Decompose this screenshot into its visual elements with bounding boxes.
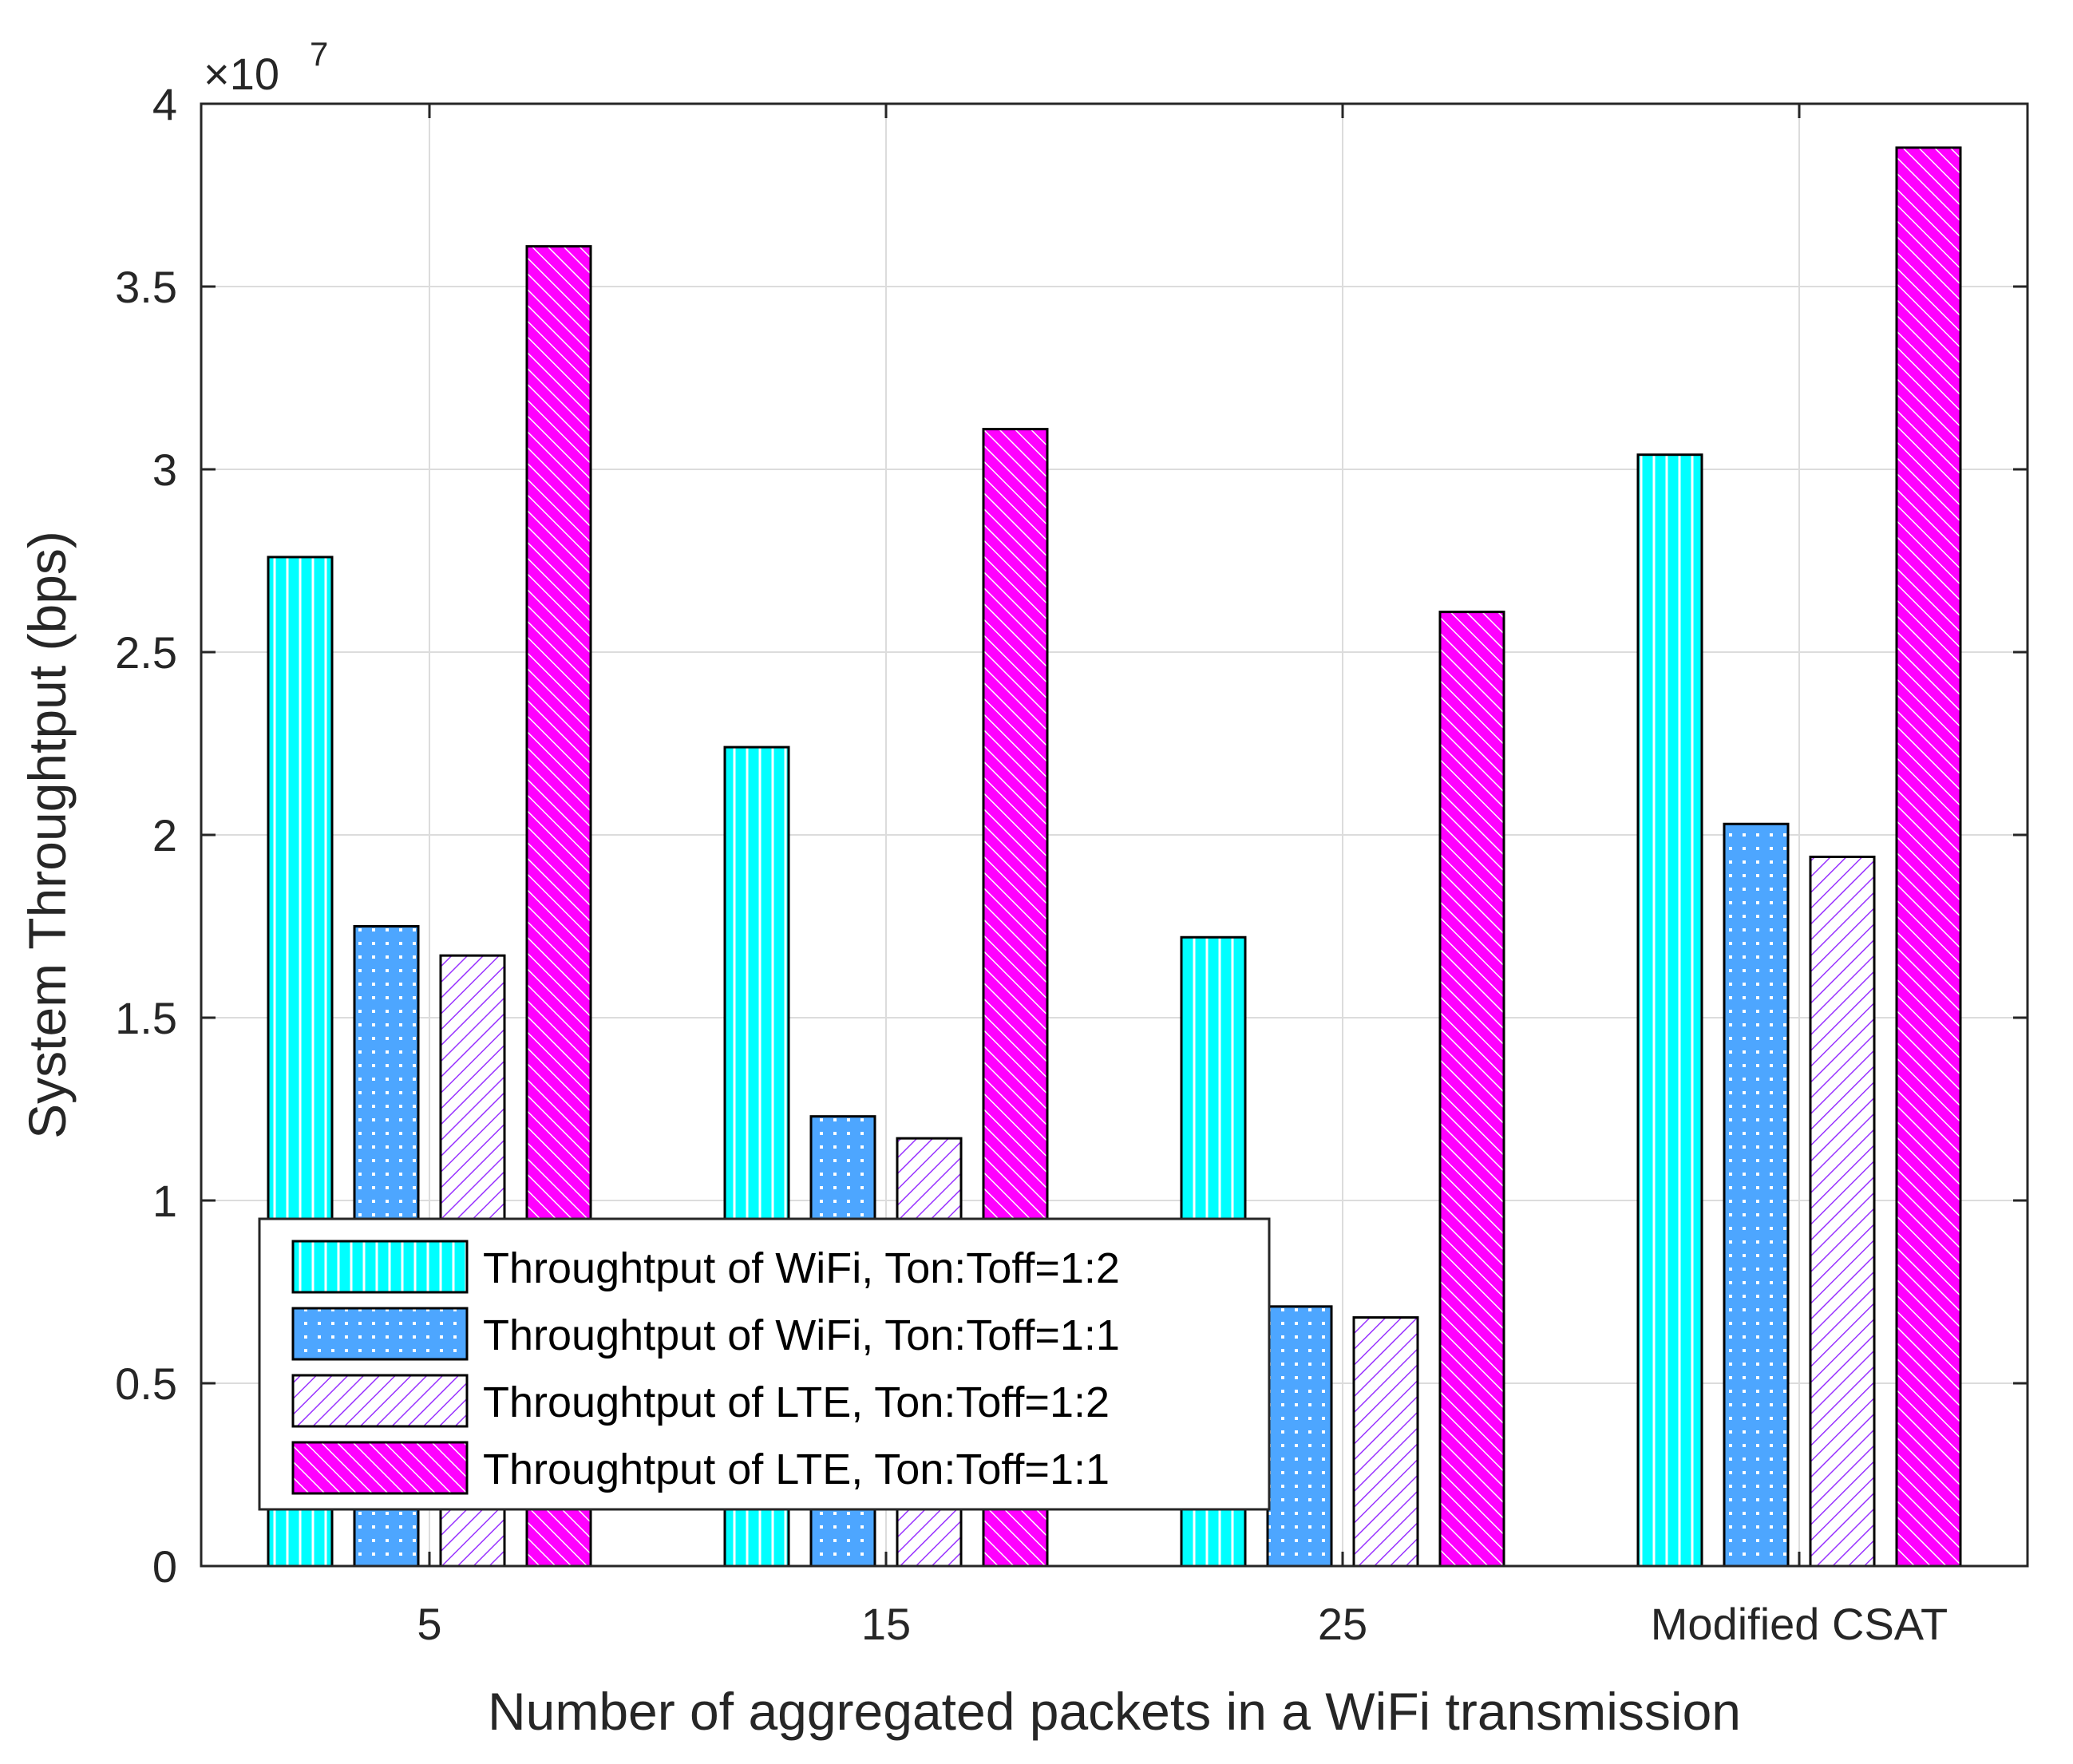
bar-2-3 — [1266, 1305, 1333, 1568]
legend-swatch-3 — [291, 1374, 469, 1428]
y-tick-label: 2 — [152, 810, 177, 860]
legend: Throughtput of WiFi, Ton:Toff=1:2 Through… — [258, 1217, 1271, 1511]
x-tick-label: 5 — [417, 1599, 441, 1649]
legend-swatch-1 — [291, 1240, 469, 1294]
legend-label-3: Throughtput of LTE, Ton:Toff=1:2 — [483, 1378, 1110, 1426]
y-tick-label: 0.5 — [115, 1359, 177, 1409]
bar-4-3 — [1438, 611, 1505, 1568]
bar-3-4 — [1809, 855, 1876, 1568]
y-axis-title: System Throughtput (bps) — [18, 531, 77, 1139]
x-tick-label: 15 — [861, 1599, 911, 1649]
y-tick-label: 2.5 — [115, 627, 177, 678]
y-tick-label: 1.5 — [115, 993, 177, 1043]
bar-2-4 — [1723, 822, 1790, 1568]
x-axis-title: Number of aggregated packets in a WiFi t… — [488, 1682, 1741, 1741]
bar-3-3 — [1352, 1316, 1419, 1568]
legend-label-2: Throughtput of WiFi, Ton:Toff=1:1 — [483, 1311, 1120, 1359]
y-tick-label: 0 — [152, 1541, 177, 1592]
y-tick-label: 1 — [152, 1176, 177, 1226]
y-scale-exponent: 7 — [310, 35, 328, 73]
ticks: 0 0.5 1 1.5 2 2.5 3 3.5 4 5 15 25 Modified CSAT — [115, 79, 2028, 1649]
bar-1-4 — [1636, 453, 1703, 1568]
legend-label-4: Throughtput of LTE, Ton:Toff=1:1 — [483, 1446, 1110, 1493]
y-tick-label: 4 — [152, 79, 177, 129]
x-tick-label: Modified CSAT — [1651, 1599, 1948, 1649]
legend-label-1: Throughtput of WiFi, Ton:Toff=1:2 — [483, 1244, 1120, 1292]
y-tick-label: 3 — [152, 445, 177, 495]
y-scale-factor: ×10 — [204, 49, 279, 99]
legend-swatch-4 — [291, 1441, 469, 1495]
bar-4-4 — [1895, 146, 1962, 1568]
legend-swatch-2 — [291, 1307, 469, 1361]
x-tick-label: 25 — [1318, 1599, 1367, 1649]
y-tick-label: 3.5 — [115, 262, 177, 312]
